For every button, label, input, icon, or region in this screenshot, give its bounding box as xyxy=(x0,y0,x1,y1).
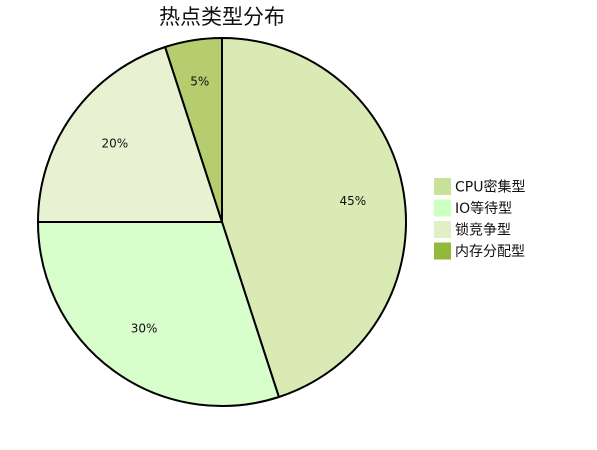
legend-label-1: IO等待型 xyxy=(455,200,512,217)
slice-label-3: 5% xyxy=(190,75,209,89)
chart-title: 热点类型分布 xyxy=(159,5,285,29)
pie-slice-labels: 45% 30% 20% 5% xyxy=(101,75,366,336)
pie-slice-3 xyxy=(164,37,223,223)
pie-slice-2 xyxy=(37,46,223,223)
slice-label-2: 20% xyxy=(101,137,128,151)
legend-swatch-1 xyxy=(434,199,451,217)
slice-label-0: 45% xyxy=(339,194,366,208)
legend-swatch-3 xyxy=(434,242,451,260)
slice-label-1: 30% xyxy=(131,322,158,336)
pie-slice-0 xyxy=(221,37,407,398)
legend-swatch-0 xyxy=(434,178,451,195)
legend-label-2: 锁竞争型 xyxy=(455,222,511,239)
legend-label-3: 内存分配型 xyxy=(455,244,525,260)
legend-swatch-2 xyxy=(434,221,451,238)
legend-label-0: CPU密集型 xyxy=(455,179,525,196)
pie-slices xyxy=(37,37,407,407)
pie-slice-1 xyxy=(37,221,280,407)
